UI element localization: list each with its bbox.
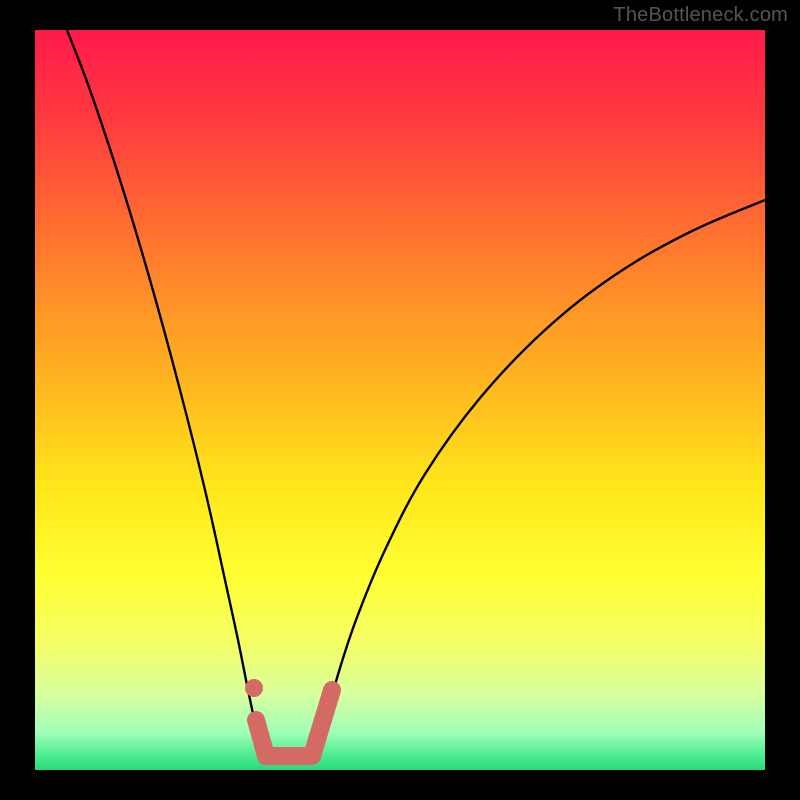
highlight-dot bbox=[245, 679, 263, 697]
bottleneck-chart bbox=[0, 0, 800, 800]
watermark-text: TheBottleneck.com bbox=[613, 4, 788, 27]
gradient-field bbox=[35, 30, 765, 770]
chart-stage: TheBottleneck.com bbox=[0, 0, 800, 800]
